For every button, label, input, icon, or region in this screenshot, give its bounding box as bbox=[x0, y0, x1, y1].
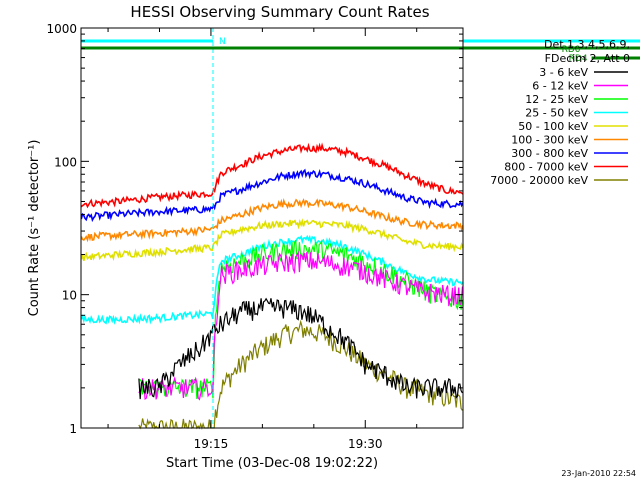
legend: Det 1,3,4,5,6,9, FDecim 2, Att 0 3 - 6 k… bbox=[490, 38, 630, 187]
series-line-8 bbox=[138, 319, 463, 431]
x-tick-label-1: 19:30 bbox=[348, 437, 383, 451]
flag-bar-rd4-label: RD4 bbox=[569, 54, 588, 64]
flag-bar-n-label: N bbox=[219, 37, 226, 47]
legend-label-7: 800 - 7000 keV bbox=[504, 161, 588, 174]
series-line-7 bbox=[80, 142, 464, 209]
legend-header-1: Det 1,3,4,5,6,9, bbox=[544, 38, 630, 51]
legend-label-1: 6 - 12 keV bbox=[532, 80, 588, 93]
legend-label-5: 100 - 300 keV bbox=[511, 134, 588, 147]
series-line-6 bbox=[80, 168, 464, 223]
x-tick-label-0: 19:15 bbox=[194, 437, 229, 451]
footer-timestamp: 23-Jan-2010 22:54 bbox=[561, 469, 636, 478]
series-line-4 bbox=[80, 218, 464, 262]
y-tick-label-3: 1000 bbox=[46, 22, 77, 36]
series-line-0 bbox=[138, 297, 463, 400]
series-line-2 bbox=[138, 239, 463, 400]
legend-label-4: 50 - 100 keV bbox=[518, 120, 588, 133]
x-axis-label: Start Time (03-Dec-08 19:02:22) bbox=[166, 456, 378, 471]
legend-label-0: 3 - 6 keV bbox=[539, 66, 588, 79]
series-line-5 bbox=[80, 197, 464, 243]
legend-label-6: 300 - 800 keV bbox=[511, 147, 588, 160]
chart-title: HESSI Observing Summary Count Rates bbox=[130, 3, 429, 21]
y-axis-label: Count Rate (s⁻¹ detector⁻¹) bbox=[27, 140, 42, 317]
y-tick-label-0: 1 bbox=[69, 422, 77, 436]
series-line-1 bbox=[138, 250, 463, 401]
legend-header-2: FDecim 2, Att 0 bbox=[545, 52, 630, 65]
legend-label-3: 25 - 50 keV bbox=[525, 107, 588, 120]
legend-label-8: 7000 - 20000 keV bbox=[490, 174, 588, 187]
flag-bar-rd0-label: RD0 bbox=[562, 45, 581, 55]
series-layer bbox=[80, 142, 464, 431]
plot-frame bbox=[80, 27, 464, 429]
y-tick-label-1: 10 bbox=[62, 289, 77, 303]
y-tick-label-2: 100 bbox=[54, 155, 77, 169]
legend-label-2: 12 - 25 keV bbox=[525, 93, 588, 106]
x-axis: 19:15 19:30 bbox=[107, 28, 418, 451]
y-axis: 1 10 100 1000 bbox=[46, 22, 463, 436]
